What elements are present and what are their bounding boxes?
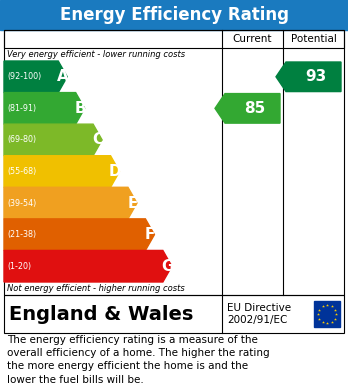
Polygon shape	[4, 250, 172, 282]
Text: Not energy efficient - higher running costs: Not energy efficient - higher running co…	[7, 284, 185, 293]
Polygon shape	[4, 187, 137, 219]
Bar	[4, 30, 344, 295]
Text: (21-38): (21-38)	[7, 230, 36, 239]
Text: 93: 93	[305, 69, 326, 84]
Text: (69-80): (69-80)	[7, 135, 36, 144]
Text: (1-20): (1-20)	[7, 262, 31, 271]
Text: England & Wales: England & Wales	[9, 305, 193, 323]
Text: 85: 85	[244, 101, 265, 116]
Polygon shape	[276, 62, 341, 91]
Text: (55-68): (55-68)	[7, 167, 36, 176]
Polygon shape	[4, 219, 155, 250]
Polygon shape	[4, 156, 120, 187]
Text: B: B	[74, 101, 86, 116]
Text: C: C	[92, 133, 103, 147]
Text: (81-91): (81-91)	[7, 104, 36, 113]
Text: A: A	[57, 69, 69, 84]
Text: D: D	[109, 164, 121, 179]
Bar	[314, 301, 340, 327]
Text: G: G	[161, 259, 174, 274]
Bar	[4, 295, 344, 333]
Bar	[0, 0, 348, 30]
Polygon shape	[4, 61, 67, 93]
Text: F: F	[145, 227, 155, 242]
Text: EU Directive
2002/91/EC: EU Directive 2002/91/EC	[227, 303, 291, 325]
Text: E: E	[127, 196, 138, 211]
Text: Potential: Potential	[291, 34, 337, 44]
Text: Very energy efficient - lower running costs: Very energy efficient - lower running co…	[7, 50, 185, 59]
Text: Current: Current	[233, 34, 272, 44]
Polygon shape	[4, 124, 102, 156]
Text: (39-54): (39-54)	[7, 199, 36, 208]
Text: (92-100): (92-100)	[7, 72, 41, 81]
Text: Energy Efficiency Rating: Energy Efficiency Rating	[60, 6, 288, 24]
Polygon shape	[215, 93, 280, 123]
Bar	[4, 30, 344, 48]
Polygon shape	[4, 93, 85, 124]
Text: The energy efficiency rating is a measure of the
overall efficiency of a home. T: The energy efficiency rating is a measur…	[7, 335, 270, 385]
